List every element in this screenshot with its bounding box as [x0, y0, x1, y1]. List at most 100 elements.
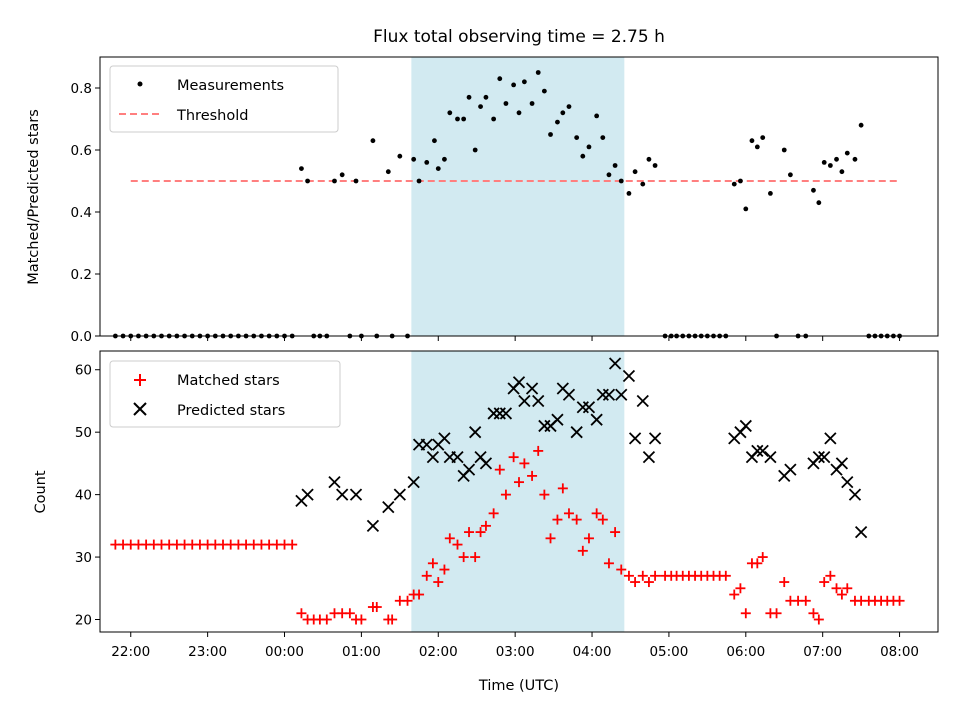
- predicted-stars-point: [622, 369, 636, 383]
- top-legend: Measurements Threshold: [109, 65, 339, 133]
- predicted-stars-point: [756, 444, 769, 458]
- matched-stars-point: [470, 552, 481, 563]
- measurements-point: [594, 113, 600, 119]
- matched-stars-point: [464, 527, 475, 538]
- predicted-stars-point: [751, 444, 764, 458]
- predicted-stars-point: [582, 401, 596, 414]
- legend-marker-predicted-stars: [133, 402, 147, 416]
- predicted-stars-point: [824, 432, 837, 445]
- measurements-point: [738, 178, 743, 184]
- matched-stars-point: [545, 533, 556, 544]
- matched-stars-point: [630, 577, 641, 588]
- x-tick-label: 00:00: [265, 644, 304, 660]
- bottom-count-points: [110, 357, 905, 625]
- predicted-stars-point: [570, 426, 583, 439]
- legend-marker-matched-stars: [134, 374, 146, 386]
- measurements-point: [852, 156, 858, 162]
- matched-stars-point: [591, 508, 602, 519]
- measurements-point: [827, 163, 833, 168]
- matched-stars-point: [819, 577, 830, 588]
- y-tick-label: 60: [75, 363, 92, 379]
- measurements-point: [787, 172, 793, 178]
- predicted-stars-point: [525, 382, 539, 395]
- measurements-point: [574, 135, 580, 141]
- matched-stars-point: [452, 539, 463, 550]
- predicted-stars-point: [636, 394, 649, 408]
- measurements-point: [768, 191, 773, 196]
- top-y-axis-label: Matched/Predicted stars: [26, 109, 42, 285]
- bottom-y-ticks: 20 30 40 50 60: [75, 363, 100, 629]
- measurements-point: [535, 70, 541, 75]
- matched-stars-point: [421, 570, 432, 581]
- predicted-stars-point: [812, 451, 825, 464]
- y-tick-label: 0.8: [71, 81, 92, 97]
- matched-stars-point: [458, 552, 469, 563]
- matched-stars-point: [637, 570, 648, 581]
- predicted-stars-point: [469, 426, 482, 439]
- y-tick-label: 40: [75, 488, 92, 504]
- measurements-point: [529, 101, 535, 106]
- predicted-stars-point: [739, 419, 752, 433]
- predicted-stars-point: [420, 438, 433, 451]
- measurements-point: [299, 166, 304, 172]
- predicted-stars-point: [648, 432, 662, 445]
- predicted-stars-point: [499, 407, 513, 420]
- y-tick-label: 0.6: [71, 143, 92, 159]
- predicted-stars-point: [438, 432, 451, 445]
- legend-marker-measurements: [137, 81, 143, 87]
- predicted-stars-point: [615, 388, 628, 401]
- matched-stars-point: [287, 539, 298, 550]
- measurements-point: [503, 101, 509, 106]
- matched-stars-point: [735, 583, 746, 594]
- measurements-point: [466, 94, 472, 100]
- measurements-point: [560, 110, 566, 116]
- predicted-stars-point: [512, 376, 526, 389]
- top-x-ticks: [130, 336, 901, 341]
- measurements-point: [461, 116, 467, 122]
- x-tick-label: 02:00: [419, 644, 458, 660]
- measurements-point: [816, 200, 822, 206]
- predicted-stars-point: [336, 488, 349, 501]
- predicted-stars-point: [366, 519, 380, 532]
- measurements-point: [821, 160, 827, 165]
- measurements-point: [424, 160, 430, 165]
- measurements-point: [743, 206, 749, 212]
- top-legend-box: [109, 65, 339, 133]
- top-measurement-points: [112, 70, 902, 339]
- x-tick-label: 01:00: [342, 644, 381, 660]
- y-tick-label: 0.0: [71, 329, 92, 345]
- matched-stars-point: [831, 583, 842, 594]
- observing-window-span: [411, 351, 625, 632]
- measurements-point: [646, 156, 652, 162]
- bottom-legend: Matched stars Predicted stars: [109, 360, 341, 428]
- x-tick-label: 22:00: [111, 644, 150, 660]
- predicted-stars-point: [848, 488, 862, 501]
- x-tick-label: 07:00: [803, 644, 842, 660]
- predicted-stars-point: [562, 388, 576, 401]
- matched-stars-point: [603, 558, 614, 569]
- measurements-point: [754, 144, 760, 150]
- bottom-axes-frame: [99, 350, 939, 633]
- matched-stars-point: [842, 583, 853, 594]
- predicted-stars-point: [393, 488, 406, 501]
- matched-stars-point: [371, 602, 382, 613]
- predicted-stars-point: [518, 394, 531, 408]
- measurements-point: [612, 163, 618, 168]
- measurements-point: [491, 116, 497, 122]
- matched-stars-point: [894, 595, 905, 606]
- matched-stars-point: [427, 558, 438, 569]
- y-tick-label: 50: [75, 425, 92, 441]
- chart-title: Flux total observing time = 2.75 h: [373, 27, 665, 47]
- matched-stars-point: [757, 552, 768, 563]
- matched-stars-point: [610, 527, 621, 538]
- measurements-point: [305, 178, 310, 184]
- measurements-point: [411, 156, 417, 162]
- matched-stars-point: [813, 614, 824, 625]
- predicted-stars-point: [451, 451, 464, 464]
- matched-stars-point: [514, 477, 524, 488]
- predicted-stars-point: [784, 463, 797, 476]
- matched-stars-point: [433, 577, 444, 588]
- matched-stars-point: [508, 452, 519, 463]
- y-tick-label: 30: [75, 550, 92, 566]
- measurements-point: [606, 172, 612, 178]
